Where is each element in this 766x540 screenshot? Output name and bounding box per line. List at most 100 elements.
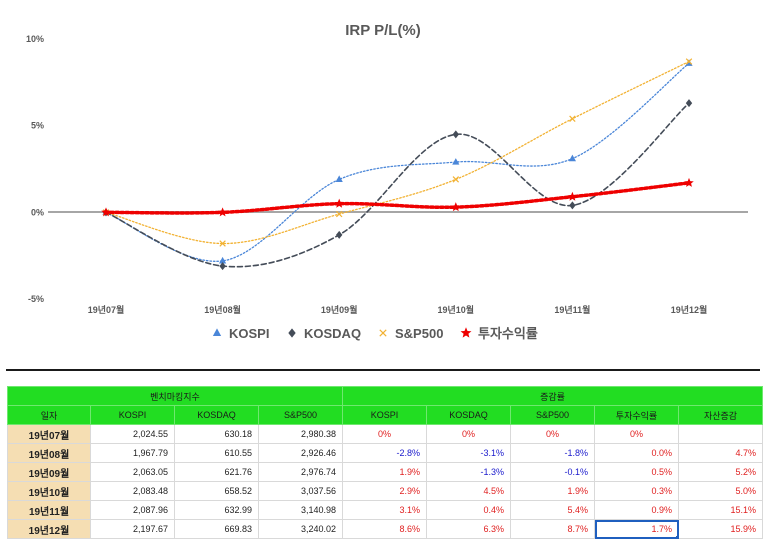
date-cell[interactable]: 19년11월 bbox=[7, 500, 91, 520]
legend-marker-icon bbox=[212, 328, 222, 336]
sp500-cell[interactable]: 2,976.74 bbox=[258, 462, 343, 482]
data-point bbox=[452, 158, 460, 165]
kospi-change-cell[interactable]: 1.9% bbox=[342, 462, 427, 482]
kospi-change-cell[interactable]: 8.6% bbox=[342, 519, 427, 539]
sp500-cell[interactable]: 2,980.38 bbox=[258, 424, 343, 444]
data-point bbox=[569, 201, 576, 210]
legend-item[interactable]: KOSPI bbox=[212, 326, 270, 341]
y-tick-label: 10% bbox=[26, 34, 44, 44]
kosdaq-cell[interactable]: 632.99 bbox=[174, 500, 259, 520]
data-point bbox=[219, 262, 226, 271]
sp500-change-cell[interactable]: 5.4% bbox=[510, 500, 595, 520]
data-point bbox=[219, 240, 226, 247]
table-row: 19년08월 1,967.79 610.55 2,926.46 -2.8% -3.1% -1… bbox=[7, 443, 763, 463]
sp500-change-cell[interactable]: 0% bbox=[510, 424, 595, 444]
data-point bbox=[217, 207, 228, 217]
data-point bbox=[336, 230, 343, 239]
sp500-change-cell[interactable]: -1.8% bbox=[510, 443, 595, 463]
return-cell[interactable]: 0.9% bbox=[594, 500, 679, 520]
kospi-cell[interactable]: 2,024.55 bbox=[90, 424, 175, 444]
col-header-kosdaq: KOSDAQ bbox=[174, 405, 259, 425]
kospi-cell[interactable]: 1,967.79 bbox=[90, 443, 175, 463]
table-row: 19년12월 2,197.67 669.83 3,240.02 8.6% 6.3% 8.7%… bbox=[7, 519, 763, 539]
return-cell[interactable]: 0.5% bbox=[594, 462, 679, 482]
kosdaq-change-cell[interactable]: 4.5% bbox=[426, 481, 511, 501]
return-cell[interactable]: 0% bbox=[594, 424, 679, 444]
sp500-change-cell[interactable]: -0.1% bbox=[510, 462, 595, 482]
date-cell[interactable]: 19년08월 bbox=[7, 443, 91, 463]
data-point bbox=[452, 176, 460, 183]
kospi-cell[interactable]: 2,083.48 bbox=[90, 481, 175, 501]
legend-item[interactable]: S&P500 bbox=[379, 326, 444, 341]
date-cell[interactable]: 19년09월 bbox=[7, 462, 91, 482]
asset-change-cell[interactable]: 15.9% bbox=[678, 519, 763, 539]
pl-chart: IRP P/L(%) 10% 5% 0% -5% 19년07월 19년08월 19년09월… bbox=[26, 22, 748, 341]
sp500-change-cell[interactable]: 8.7% bbox=[510, 519, 595, 539]
x-axis: 19년07월 19년08월 19년09월 19년10월 19년11월 19년12월 bbox=[88, 304, 708, 315]
kospi-change-cell[interactable]: -2.8% bbox=[342, 443, 427, 463]
date-cell[interactable]: 19년07월 bbox=[7, 424, 91, 444]
table-row: 19년10월 2,083.48 658.52 3,037.56 2.9% 4.5% 1.9%… bbox=[7, 481, 763, 501]
col-header-kospi-change: KOSPI bbox=[342, 405, 427, 425]
data-point bbox=[451, 202, 461, 212]
data-point bbox=[685, 58, 693, 65]
legend-marker-icon bbox=[379, 329, 387, 337]
kosdaq-change-cell[interactable]: 0% bbox=[426, 424, 511, 444]
series-line bbox=[104, 181, 691, 215]
kosdaq-change-cell[interactable]: -3.1% bbox=[426, 443, 511, 463]
data-point bbox=[568, 154, 576, 162]
sp500-cell[interactable]: 3,240.02 bbox=[258, 519, 343, 539]
legend: KOSPI KOSDAQ S&P500 투자수익률 bbox=[212, 326, 538, 341]
return-cell[interactable]: 1.7% bbox=[594, 519, 679, 539]
asset-change-cell[interactable]: 4.7% bbox=[678, 443, 763, 463]
asset-change-cell[interactable] bbox=[678, 424, 763, 444]
col-header-return: 투자수익률 bbox=[594, 405, 679, 425]
x-tick-label: 19년08월 bbox=[204, 304, 241, 315]
date-cell[interactable]: 19년10월 bbox=[7, 481, 91, 501]
y-tick-label: 0% bbox=[31, 207, 44, 217]
data-point bbox=[452, 130, 459, 139]
kosdaq-change-cell[interactable]: 6.3% bbox=[426, 519, 511, 539]
legend-item[interactable]: KOSDAQ bbox=[288, 326, 361, 341]
table-row: 19년07월 2,024.55 630.18 2,980.38 0% 0% 0% 0% bbox=[7, 424, 763, 444]
table-row: 19년11월 2,087.96 632.99 3,140.98 3.1% 0.4% 5.4%… bbox=[7, 500, 763, 520]
asset-change-cell[interactable]: 5.0% bbox=[678, 481, 763, 501]
col-header-kospi: KOSPI bbox=[90, 405, 175, 425]
sp500-cell[interactable]: 3,140.98 bbox=[258, 500, 343, 520]
sp500-cell[interactable]: 3,037.56 bbox=[258, 481, 343, 501]
kospi-change-cell[interactable]: 3.1% bbox=[342, 500, 427, 520]
x-tick-label: 19년11월 bbox=[554, 304, 590, 315]
kospi-change-cell[interactable]: 0% bbox=[342, 424, 427, 444]
data-point bbox=[334, 198, 344, 208]
return-cell[interactable]: 0.3% bbox=[594, 481, 679, 501]
asset-change-cell[interactable]: 5.2% bbox=[678, 462, 763, 482]
date-cell[interactable]: 19년12월 bbox=[7, 519, 91, 539]
asset-change-cell[interactable]: 15.1% bbox=[678, 500, 763, 520]
column-header-row: 일자 KOSPI KOSDAQ S&P500 KOSPI KOSDAQ S&P5… bbox=[7, 405, 763, 425]
group-header-change: 증감률 bbox=[342, 386, 763, 406]
kosdaq-cell[interactable]: 621.76 bbox=[174, 462, 259, 482]
table-row: 19년09월 2,063.05 621.76 2,976.74 1.9% -1.3% -0.… bbox=[7, 462, 763, 482]
kosdaq-change-cell[interactable]: 0.4% bbox=[426, 500, 511, 520]
kosdaq-cell[interactable]: 610.55 bbox=[174, 443, 259, 463]
series-line bbox=[105, 102, 690, 268]
kospi-cell[interactable]: 2,197.67 bbox=[90, 519, 175, 539]
data-point bbox=[219, 256, 227, 264]
kosdaq-change-cell[interactable]: -1.3% bbox=[426, 462, 511, 482]
data-point bbox=[101, 207, 111, 217]
kosdaq-cell[interactable]: 669.83 bbox=[174, 519, 259, 539]
return-cell[interactable]: 0.0% bbox=[594, 443, 679, 463]
kosdaq-cell[interactable]: 630.18 bbox=[174, 424, 259, 444]
data-point bbox=[335, 175, 343, 182]
kospi-change-cell[interactable]: 2.9% bbox=[342, 481, 427, 501]
data-point bbox=[685, 99, 693, 108]
kospi-cell[interactable]: 2,087.96 bbox=[90, 500, 175, 520]
sp500-cell[interactable]: 2,926.46 bbox=[258, 443, 343, 463]
x-tick-label: 19년12월 bbox=[671, 304, 708, 315]
kospi-cell[interactable]: 2,063.05 bbox=[90, 462, 175, 482]
kosdaq-cell[interactable]: 658.52 bbox=[174, 481, 259, 501]
data-point bbox=[335, 210, 343, 218]
sp500-change-cell[interactable]: 1.9% bbox=[510, 481, 595, 501]
legend-item[interactable]: 투자수익률 bbox=[460, 326, 538, 341]
col-header-sp500-change: S&P500 bbox=[510, 405, 595, 425]
